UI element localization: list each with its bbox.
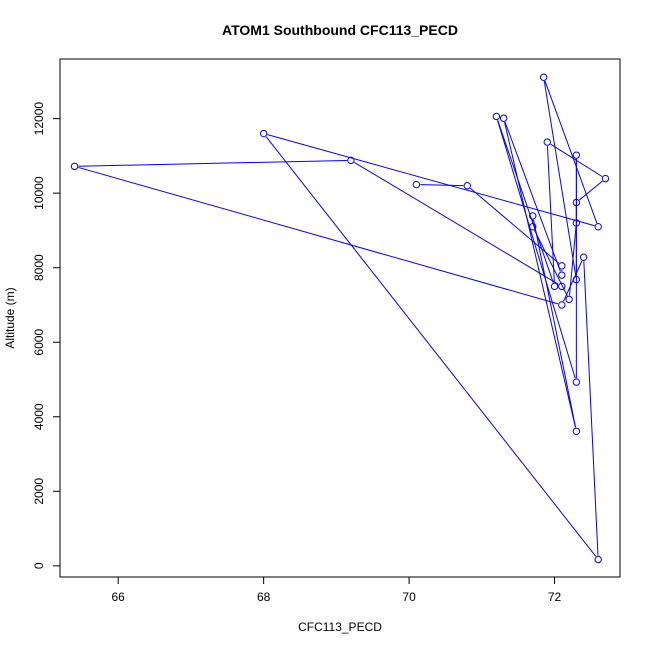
- series-points: [70, 73, 610, 564]
- series-segment: [504, 122, 576, 428]
- series-segment: [563, 260, 583, 302]
- series-segment: [534, 230, 568, 297]
- data-point: [499, 114, 508, 122]
- data-point: [572, 198, 581, 207]
- data-point: [558, 301, 566, 309]
- data-point: [492, 112, 501, 121]
- series-segment: [354, 161, 559, 285]
- series-segment: [265, 136, 597, 557]
- series-segment: [78, 159, 347, 167]
- data-point: [347, 156, 355, 165]
- data-point: [412, 180, 421, 189]
- y-axis-label: Altitude (m): [3, 287, 17, 348]
- y-tick-label: 2000: [32, 478, 46, 505]
- chart-title: ATOM1 Southbound CFC113_PECD: [222, 22, 458, 38]
- series-segment: [78, 166, 559, 305]
- series-segment: [497, 120, 576, 379]
- series-segment: [579, 180, 603, 201]
- x-tick-label: 66: [112, 590, 126, 604]
- series-segment: [533, 219, 577, 428]
- data-point: [259, 129, 268, 138]
- data-point: [572, 219, 581, 227]
- y-tick-label: 10000: [32, 176, 46, 210]
- series-segment: [504, 121, 561, 272]
- x-axis-label: CFC113_PECD: [298, 620, 382, 634]
- x-axis: 66 68 70 72: [112, 576, 562, 604]
- y-tick-label: 12000: [32, 102, 46, 136]
- y-tick-label: 0: [32, 562, 46, 569]
- data-point: [572, 151, 581, 159]
- data-point: [572, 275, 581, 284]
- data-point: [529, 212, 537, 220]
- data-point: [579, 253, 588, 261]
- data-point: [572, 378, 581, 386]
- series-segment: [470, 187, 560, 264]
- data-point: [70, 162, 79, 171]
- series-segment: [583, 261, 599, 556]
- data-point: [565, 295, 573, 304]
- series-segment: [497, 120, 554, 283]
- series-segment: [546, 146, 555, 283]
- data-point: [594, 222, 602, 231]
- data-point: [558, 271, 566, 279]
- series-lines: [78, 80, 603, 557]
- data-point: [463, 182, 471, 190]
- x-tick-label: 70: [402, 590, 416, 604]
- data-point: [572, 427, 581, 435]
- y-tick-label: 6000: [32, 329, 46, 356]
- data-point: [543, 138, 551, 146]
- series-segment: [267, 134, 595, 227]
- data-point: [594, 555, 602, 564]
- data-point: [550, 282, 559, 291]
- series-segment: [568, 226, 577, 296]
- series-segment: [420, 184, 464, 187]
- data-point: [529, 222, 537, 231]
- x-tick-label: 68: [257, 590, 271, 604]
- data-point: [539, 73, 548, 81]
- data-point: [558, 282, 566, 291]
- data-point: [558, 262, 566, 270]
- y-tick-label: 8000: [32, 254, 46, 281]
- data-point: [601, 174, 610, 183]
- y-tick-label: 4000: [32, 403, 46, 430]
- x-tick-label: 72: [548, 590, 562, 604]
- series-segment: [543, 81, 577, 276]
- series-segment: [544, 80, 598, 224]
- y-axis: 0 2000 4000 6000 8000 10000 12000: [32, 102, 61, 569]
